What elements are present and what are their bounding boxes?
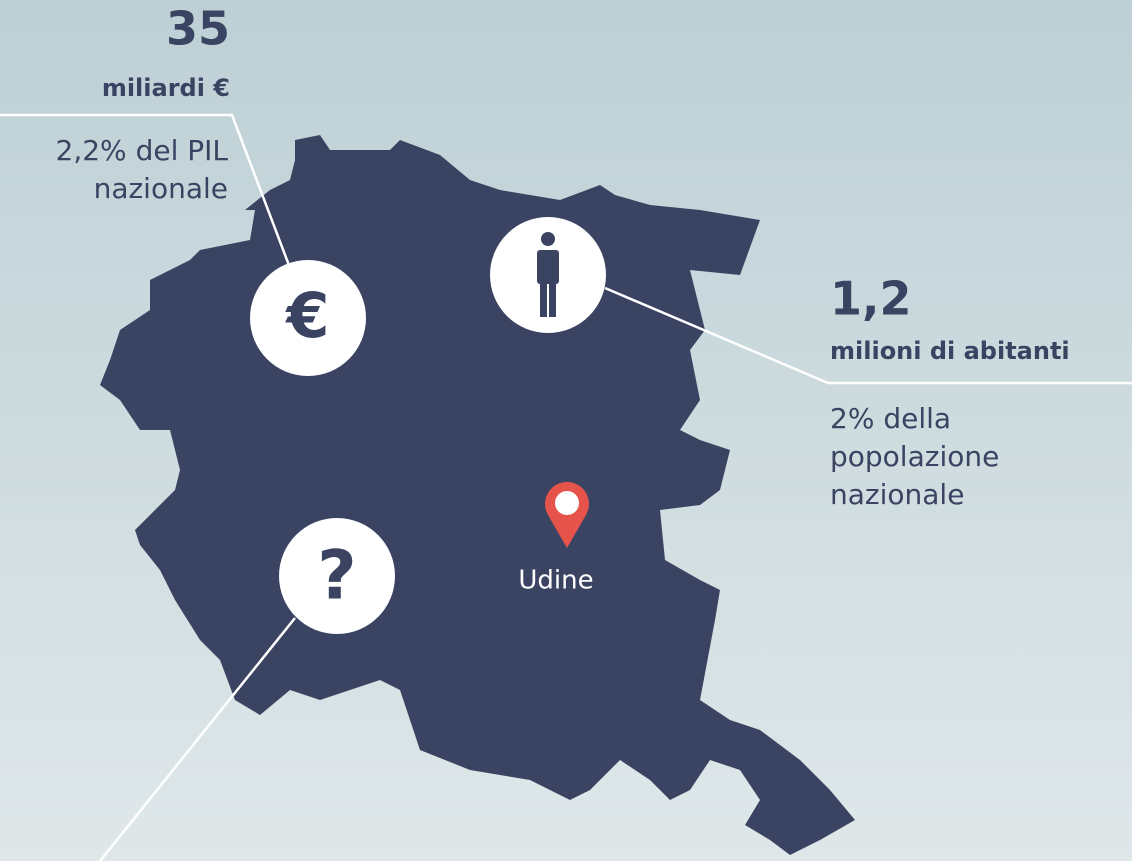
note-line: popolazione (830, 440, 999, 473)
stat-value: 35 (166, 2, 230, 56)
note-line: 2,2% del PIL (56, 134, 229, 167)
note-line: 2% della (830, 402, 951, 435)
leader-line (604, 286, 1132, 385)
stat-value: 1,2 (830, 272, 912, 326)
person-icon (537, 232, 559, 317)
leader-lines (0, 113, 1132, 861)
note-line: nazionale (830, 478, 964, 511)
leader-line (99, 617, 296, 861)
question-icon: ? (317, 537, 356, 616)
city-pin (545, 481, 590, 548)
question-icon-circle (279, 518, 395, 634)
city-label: Udine (518, 566, 593, 596)
stat-note: 2,2% del PIL nazionale (56, 134, 229, 205)
leader-line (0, 113, 292, 269)
euro-icon-circle (250, 260, 366, 376)
stat-note: 2% della popolazione nazionale (830, 402, 999, 511)
euro-icon: € (284, 279, 329, 352)
stat-unit: milioni di abitanti (830, 337, 1070, 365)
note-line: nazionale (94, 172, 228, 205)
stat-unit: miliardi € (102, 74, 230, 102)
